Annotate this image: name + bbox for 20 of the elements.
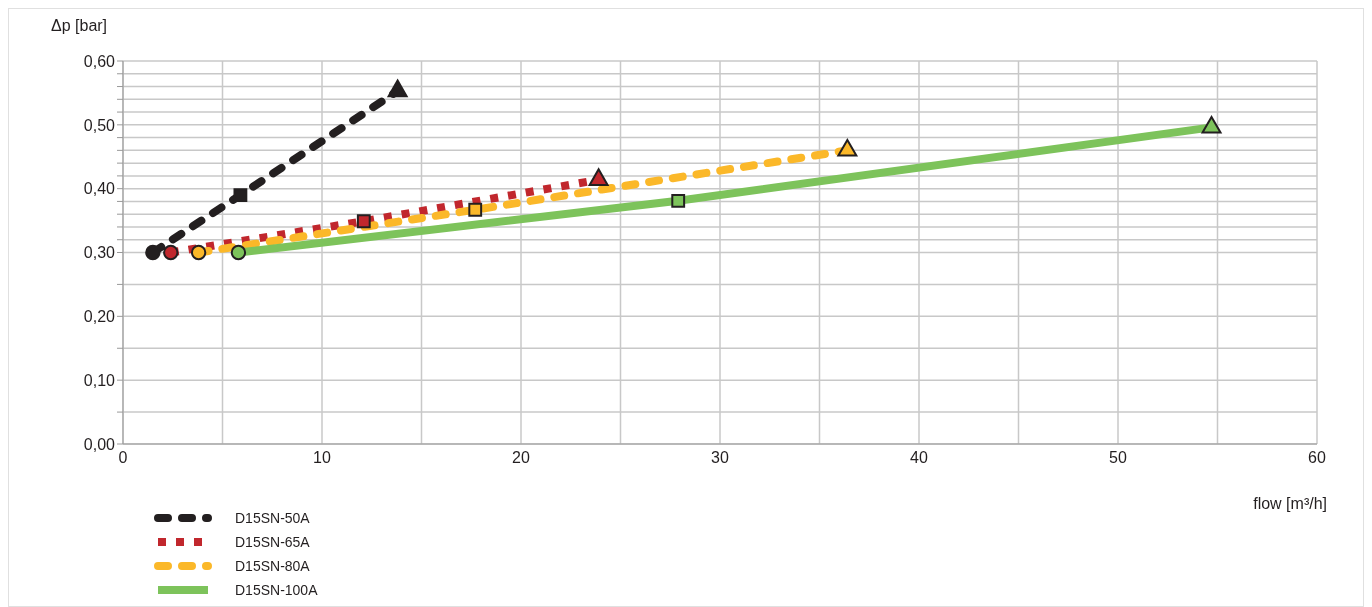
legend-label: D15SN-65A	[235, 534, 310, 550]
x-tick-label: 20	[512, 449, 530, 467]
x-tick-label: 50	[1109, 449, 1127, 467]
x-tick-label: 0	[118, 449, 128, 467]
x-tick-label: 10	[313, 449, 331, 467]
legend-label: D15SN-100A	[235, 582, 318, 598]
y-tick-label: 0,50	[83, 116, 116, 134]
x-tick-label: 30	[711, 449, 729, 467]
y-axis-title: Δp [bar]	[51, 17, 108, 35]
y-tick-label: 0,00	[83, 435, 116, 453]
y-tick-label: 0,40	[83, 180, 116, 198]
x-axis-title: flow [m³/h]	[1253, 495, 1327, 513]
y-tick-label: 0,20	[83, 308, 116, 326]
y-tick-label: 0,10	[83, 371, 116, 389]
legend-label: D15SN-80A	[235, 558, 310, 574]
x-tick-label: 60	[1308, 449, 1326, 467]
y-tick-label: 0,60	[83, 52, 116, 70]
x-tick-label: 40	[910, 449, 928, 467]
y-tick-label: 0,30	[83, 244, 116, 262]
legend-label: D15SN-50A	[235, 510, 310, 526]
